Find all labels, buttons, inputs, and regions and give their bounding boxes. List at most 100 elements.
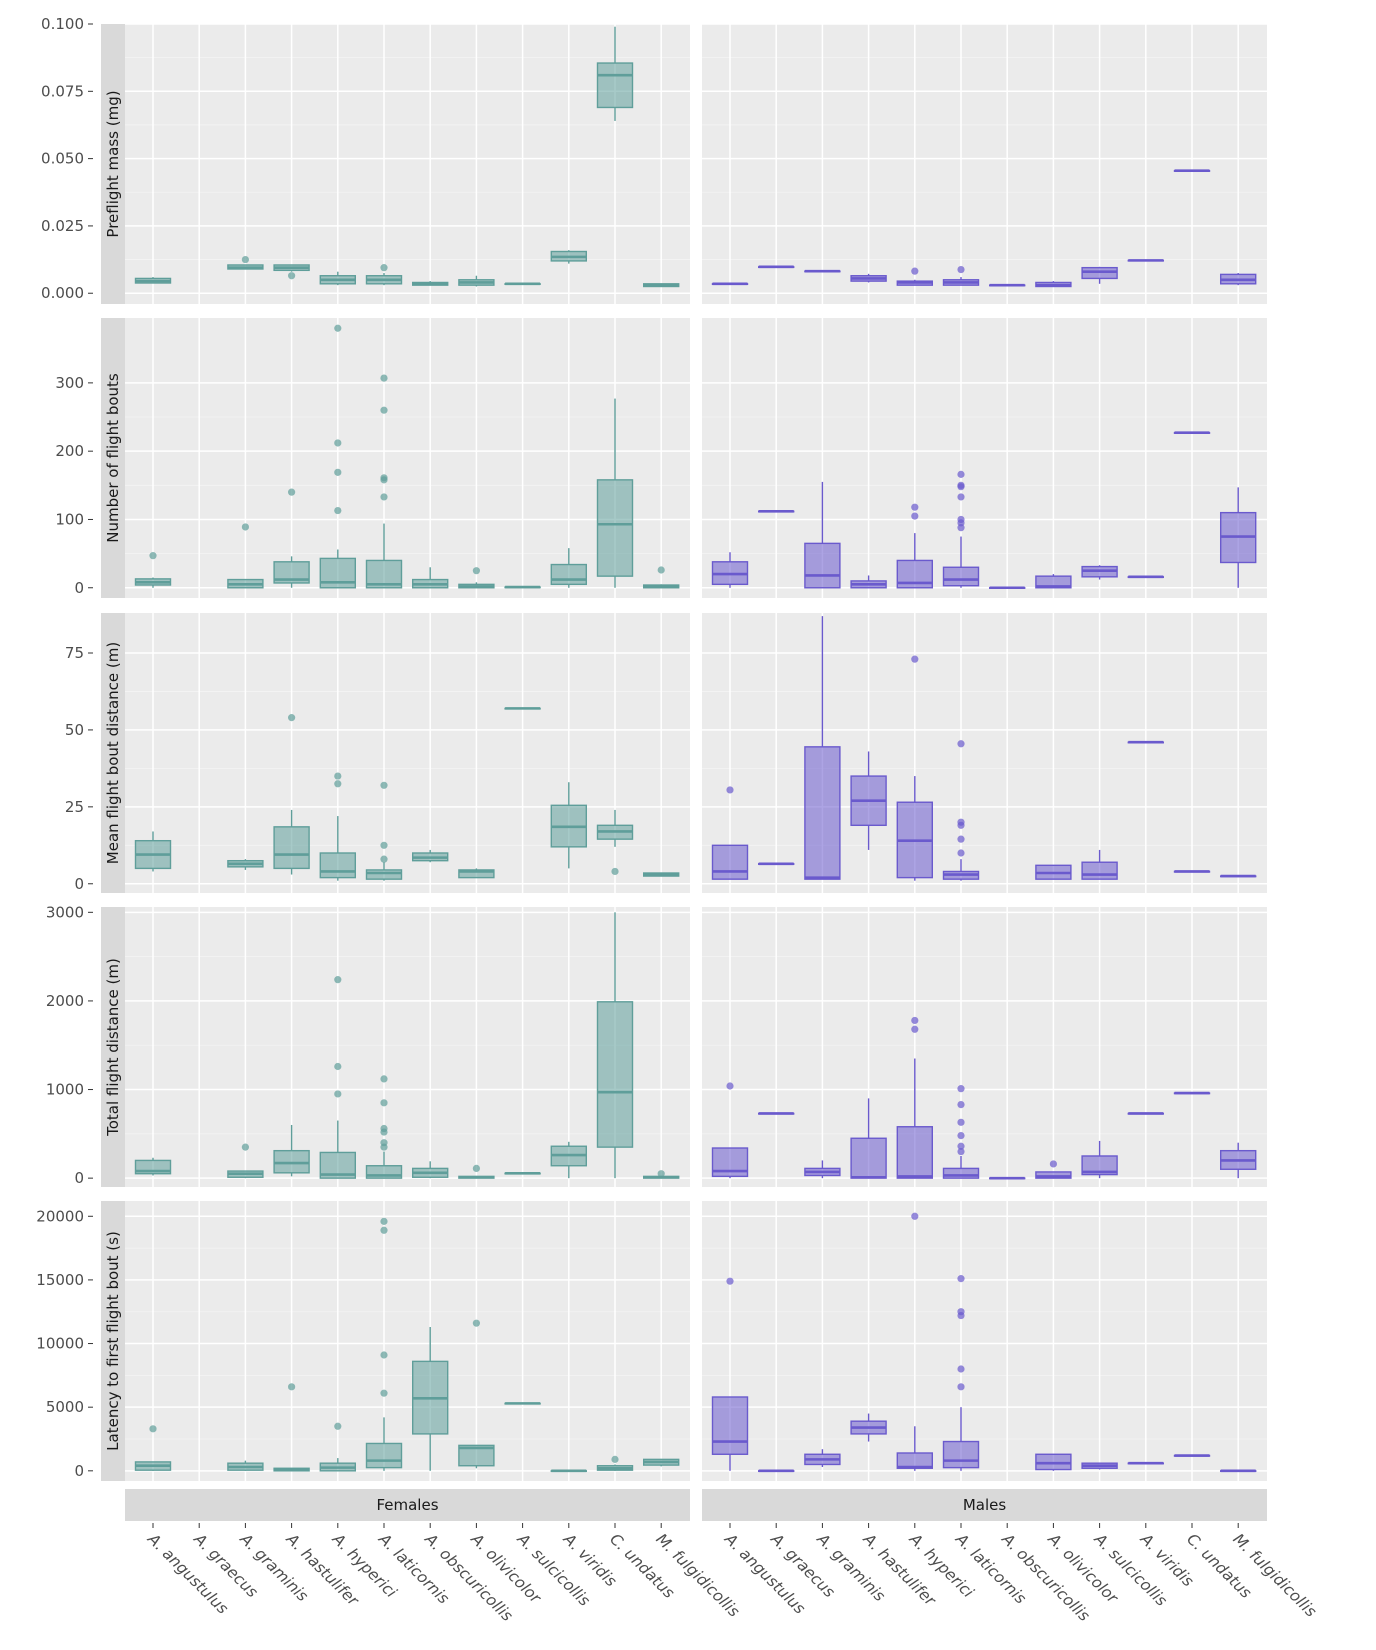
outlier-point	[957, 1383, 965, 1391]
outlier-point	[472, 1164, 480, 1172]
box-a-angustulus	[711, 552, 749, 588]
outlier-point	[380, 406, 388, 414]
outlier-point	[334, 468, 342, 476]
y-tick-label: 200	[55, 442, 84, 460]
box-iqr	[458, 1444, 495, 1467]
outlier-point	[334, 506, 342, 515]
outlier-point	[957, 1275, 965, 1283]
facet-females-5	[125, 1201, 690, 1481]
box-m-fulgidicollis	[1219, 273, 1257, 286]
box-a-viridis	[550, 250, 587, 264]
box-iqr	[458, 869, 495, 879]
facet-females-1	[125, 23, 690, 304]
box-a-hastulifer	[850, 575, 887, 589]
outlier-point	[380, 1226, 388, 1234]
box-a-obscuricollis	[412, 1327, 449, 1471]
outlier-point	[726, 1082, 734, 1090]
box-a-sulcicollis	[1081, 1462, 1118, 1470]
box-m-fulgidicollis	[643, 283, 680, 288]
outlier-point	[611, 1455, 619, 1463]
box-iqr	[1035, 575, 1072, 589]
box-a-hastulifer	[850, 273, 887, 283]
box-a-viridis	[550, 548, 587, 588]
box-a-graecus	[758, 509, 795, 513]
y-tick-label: 0	[74, 1169, 84, 1187]
outlier-point	[726, 1277, 734, 1285]
panel-background	[702, 1201, 1267, 1481]
outlier-point	[472, 1319, 480, 1327]
facet-label-males: Males	[963, 1496, 1007, 1514]
outlier-point	[241, 1143, 249, 1151]
box-m-fulgidicollis	[1219, 874, 1257, 878]
outlier-point	[334, 1422, 342, 1430]
box-a-viridis	[550, 782, 587, 869]
box-iqr	[550, 563, 587, 586]
box-a-hyperici	[896, 267, 933, 286]
y-tick-label: 0	[74, 875, 84, 893]
box-a-laticornis	[365, 1075, 403, 1179]
outlier-point	[957, 818, 965, 826]
box-a-angustulus	[711, 786, 749, 880]
box-a-graminis	[804, 1160, 841, 1179]
y-tick-label: 5000	[46, 1398, 84, 1416]
outlier-point	[380, 781, 388, 789]
box-a-viridis	[550, 1141, 587, 1179]
outlier-point	[380, 474, 388, 482]
box-iqr	[596, 62, 634, 109]
outlier-point	[911, 1025, 919, 1033]
y-tick-label: 25	[65, 798, 84, 816]
box-a-angustulus	[134, 552, 172, 588]
box-a-hyperici	[896, 655, 933, 881]
box-a-olivicolor	[458, 1164, 495, 1179]
box-m-fulgidicollis	[1219, 1469, 1257, 1473]
box-iqr	[273, 1149, 310, 1174]
box-iqr	[896, 1126, 933, 1179]
outlier-point	[911, 655, 919, 663]
outlier-point	[1049, 1160, 1057, 1168]
outlier-point	[288, 1383, 296, 1391]
y-tick-label: 100	[55, 510, 84, 528]
outlier-point	[241, 523, 249, 531]
box-m-fulgidicollis	[643, 1458, 680, 1467]
panel-background	[702, 318, 1267, 598]
panel-background	[702, 907, 1267, 1187]
outlier-point	[241, 255, 249, 264]
y-tick-label: 50	[65, 721, 84, 739]
box-a-obscuricollis	[412, 567, 449, 589]
box-a-olivicolor	[1035, 1160, 1072, 1179]
box-a-graecus	[758, 862, 795, 866]
box-a-sulcicollis	[504, 1171, 541, 1175]
box-a-olivicolor	[1035, 281, 1072, 288]
box-a-obscuricollis	[412, 281, 449, 286]
box-a-graecus	[758, 1112, 795, 1115]
box-a-graminis	[804, 1449, 841, 1467]
facet-males-3	[702, 613, 1267, 893]
box-a-obscuricollis	[412, 849, 449, 863]
outlier-point	[611, 867, 619, 876]
box-a-hastulifer	[273, 1124, 310, 1177]
box-a-angustulus	[134, 277, 172, 284]
box-a-sulcicollis	[1081, 565, 1118, 580]
y-axis-title: Preflight mass (mg)	[104, 90, 122, 237]
box-a-viridis	[1127, 575, 1165, 579]
outlier-point	[957, 1308, 965, 1316]
box-a-graminis	[227, 523, 264, 589]
outlier-point	[288, 488, 296, 496]
box-a-angustulus	[711, 1277, 749, 1471]
y-tick-label: 1000	[46, 1081, 84, 1099]
box-a-hastulifer	[850, 751, 887, 850]
box-iqr	[850, 1137, 887, 1179]
outlier-point	[380, 1124, 388, 1133]
box-a-graminis	[804, 616, 841, 880]
row-strip	[101, 613, 125, 893]
outlier-point	[334, 324, 342, 332]
box-iqr	[273, 826, 310, 870]
y-tick-label: 20000	[36, 1207, 84, 1225]
box-a-hastulifer	[273, 714, 310, 875]
y-tick-label: 10000	[36, 1335, 84, 1353]
box-a-graminis	[227, 859, 264, 870]
row-strip	[101, 907, 125, 1187]
box-a-sulcicollis	[504, 282, 541, 286]
outlier-point	[957, 493, 965, 501]
